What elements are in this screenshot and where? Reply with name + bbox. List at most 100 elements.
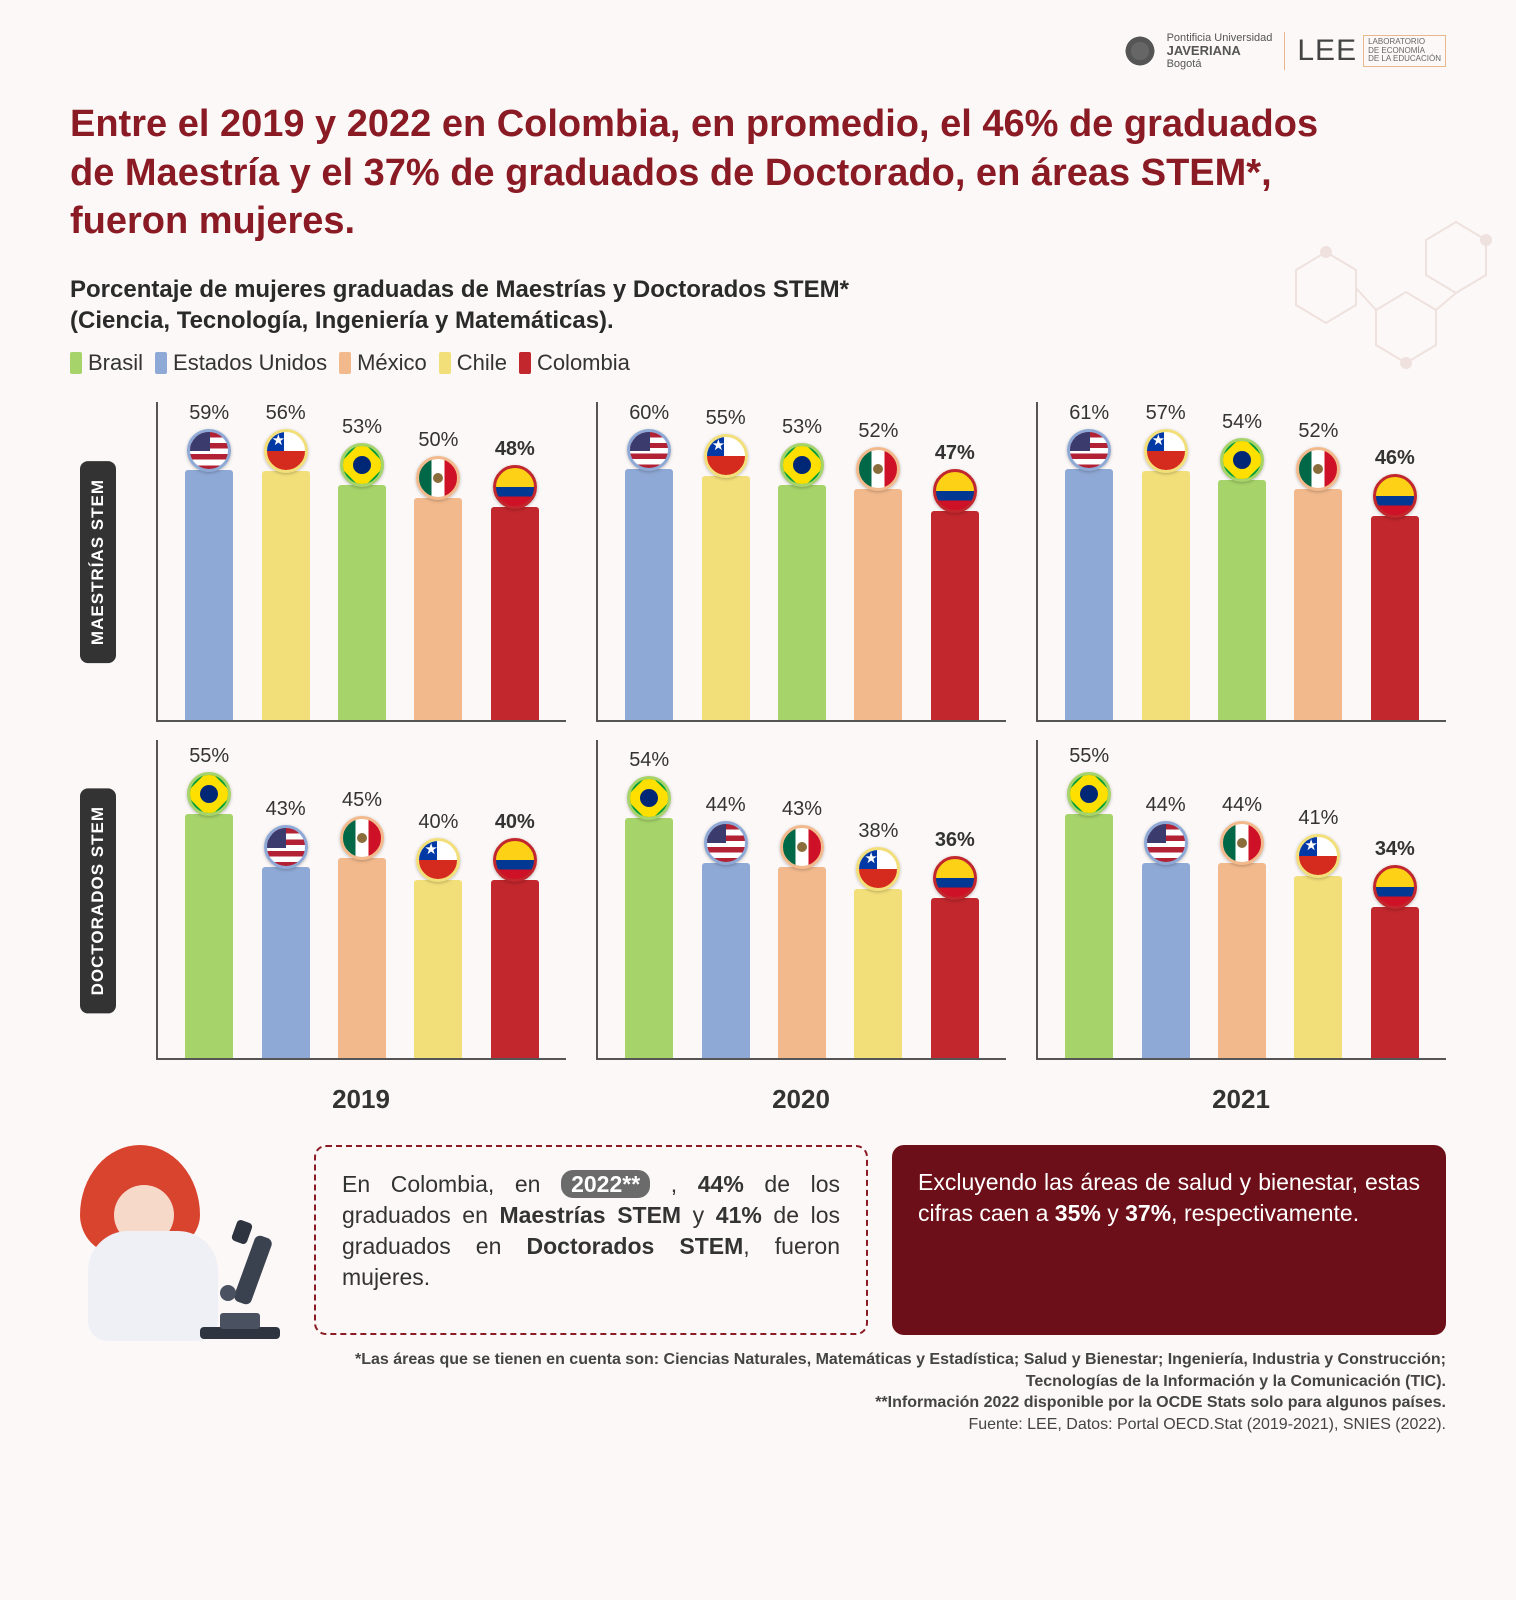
bar-rect: [414, 498, 462, 720]
flag-cl-icon: [704, 434, 748, 478]
bar-value-label: 47%: [935, 442, 975, 465]
footnotes: *Las áreas que se tienen en cuenta son: …: [314, 1349, 1446, 1435]
bar-value-label: 44%: [706, 794, 746, 817]
bar: 50%: [405, 402, 471, 720]
bar: 53%: [329, 402, 395, 720]
bar: 44%: [1132, 740, 1198, 1058]
bar-rect: [491, 507, 539, 720]
bar-value-label: 54%: [629, 749, 669, 772]
note-left-prefix: En Colombia, en: [342, 1171, 561, 1197]
javeriana-line3: Bogotá: [1167, 58, 1273, 70]
flag-cl-icon: [1144, 429, 1188, 472]
bar-value-label: 50%: [418, 429, 458, 452]
legend-swatch: [155, 352, 167, 374]
chart-legend: BrasilEstados UnidosMéxicoChileColombia: [70, 350, 1446, 376]
row-label-phd: DOCTORADOS STEM: [80, 788, 116, 1013]
bar-rect: [702, 476, 750, 720]
javeriana-line2: JAVERIANA: [1167, 43, 1241, 58]
scientist-illustration: [70, 1145, 290, 1335]
molecule-decoration-icon: [1256, 210, 1516, 430]
bar: 44%: [1209, 740, 1275, 1058]
flag-us-icon: [187, 429, 231, 471]
bar-rect: [1142, 471, 1190, 721]
bar: 55%: [176, 740, 242, 1058]
flag-cl-icon: [856, 847, 900, 891]
chart-panel-masters-2020: 60% 55%53% 52% 47%: [596, 402, 1006, 722]
flag-us-icon: [627, 429, 671, 471]
bar-rect: [1218, 863, 1266, 1059]
bar-value-label: 41%: [1298, 807, 1338, 830]
bar-rect: [1218, 480, 1266, 720]
bar: 41%: [1285, 740, 1351, 1058]
bar-rect: [1065, 469, 1113, 721]
year-label: 2020: [596, 1084, 1006, 1115]
flag-mx-icon: [1296, 447, 1340, 491]
flag-cl-icon: [264, 429, 308, 473]
legend-item: Colombia: [519, 350, 630, 376]
legend-label: Estados Unidos: [173, 350, 327, 376]
bar-value-label: 40%: [495, 811, 535, 834]
row-label-wrap: MAESTRÍAS STEM: [70, 461, 126, 663]
logo-lee: LEE LABORATORIO DE ECONOMÍA DE LA EDUCAC…: [1297, 34, 1446, 68]
legend-swatch: [439, 352, 451, 374]
subhead-line1: Porcentaje de mujeres graduadas de Maest…: [70, 274, 1446, 305]
bar: 57%: [1132, 402, 1198, 720]
flag-mx-icon: [780, 825, 824, 869]
flag-cl-icon: [416, 838, 460, 882]
bar-rect: [931, 898, 979, 1058]
bar-value-label: 52%: [858, 420, 898, 443]
bar: 40%: [405, 740, 471, 1058]
legend-item: Estados Unidos: [155, 350, 327, 376]
flag-mx-icon: [856, 447, 900, 491]
bar: 54%: [616, 740, 682, 1058]
legend-item: México: [339, 350, 427, 376]
legend-label: Chile: [457, 350, 507, 376]
legend-swatch: [70, 352, 82, 374]
flag-co-icon: [933, 856, 977, 900]
bar: 61%: [1056, 402, 1122, 720]
bar: 52%: [1285, 402, 1351, 720]
flag-co-icon: [1373, 865, 1417, 909]
bar-value-label: 48%: [495, 438, 535, 461]
bar-value-label: 40%: [418, 811, 458, 834]
bar: 60%: [616, 402, 682, 720]
bar-value-label: 44%: [1222, 794, 1262, 817]
bar-value-label: 52%: [1298, 420, 1338, 443]
legend-swatch: [519, 352, 531, 374]
bar: 55%: [1056, 740, 1122, 1058]
bar-rect: [338, 858, 386, 1058]
footnote-areas: *Las áreas que se tienen en cuenta son: …: [314, 1349, 1446, 1392]
bar: 45%: [329, 740, 395, 1058]
flag-br-icon: [1220, 438, 1264, 482]
note-year-pill: 2022**: [561, 1170, 650, 1198]
note-excluding-health: Excluyendo las áreas de salud y bienesta…: [892, 1145, 1446, 1335]
bar: 59%: [176, 402, 242, 720]
bar-rect: [185, 814, 233, 1058]
bar: 55%: [692, 402, 758, 720]
flag-us-icon: [1067, 429, 1111, 470]
legend-swatch: [339, 352, 351, 374]
year-label: 2019: [156, 1084, 566, 1115]
bar: 52%: [845, 402, 911, 720]
bar-value-label: 55%: [189, 745, 229, 768]
flag-cl-icon: [1296, 834, 1340, 878]
flag-br-icon: [780, 443, 824, 487]
chart-panel-masters-2021: 61%57%54%52%46%: [1036, 402, 1446, 722]
bar-rect: [854, 889, 902, 1058]
bar: 56%: [252, 402, 318, 720]
bar-value-label: 59%: [189, 402, 229, 425]
flag-us-icon: [264, 825, 308, 869]
bar-rect: [625, 818, 673, 1058]
chart-panel-phd-2019: 55% 43% 45% 40% 40%: [156, 740, 566, 1060]
flag-co-icon: [933, 469, 977, 513]
bar-value-label: 46%: [1375, 447, 1415, 470]
bar-rect: [1142, 863, 1190, 1059]
bar-value-label: 60%: [629, 402, 669, 425]
bar: 48%: [482, 402, 548, 720]
chart-panel-phd-2020: 54%44%43%38%36%: [596, 740, 1006, 1060]
bar-value-label: 56%: [266, 402, 306, 425]
bar-value-label: 38%: [858, 820, 898, 843]
flag-br-icon: [187, 772, 231, 816]
bar-value-label: 43%: [266, 798, 306, 821]
bar: 53%: [769, 402, 835, 720]
